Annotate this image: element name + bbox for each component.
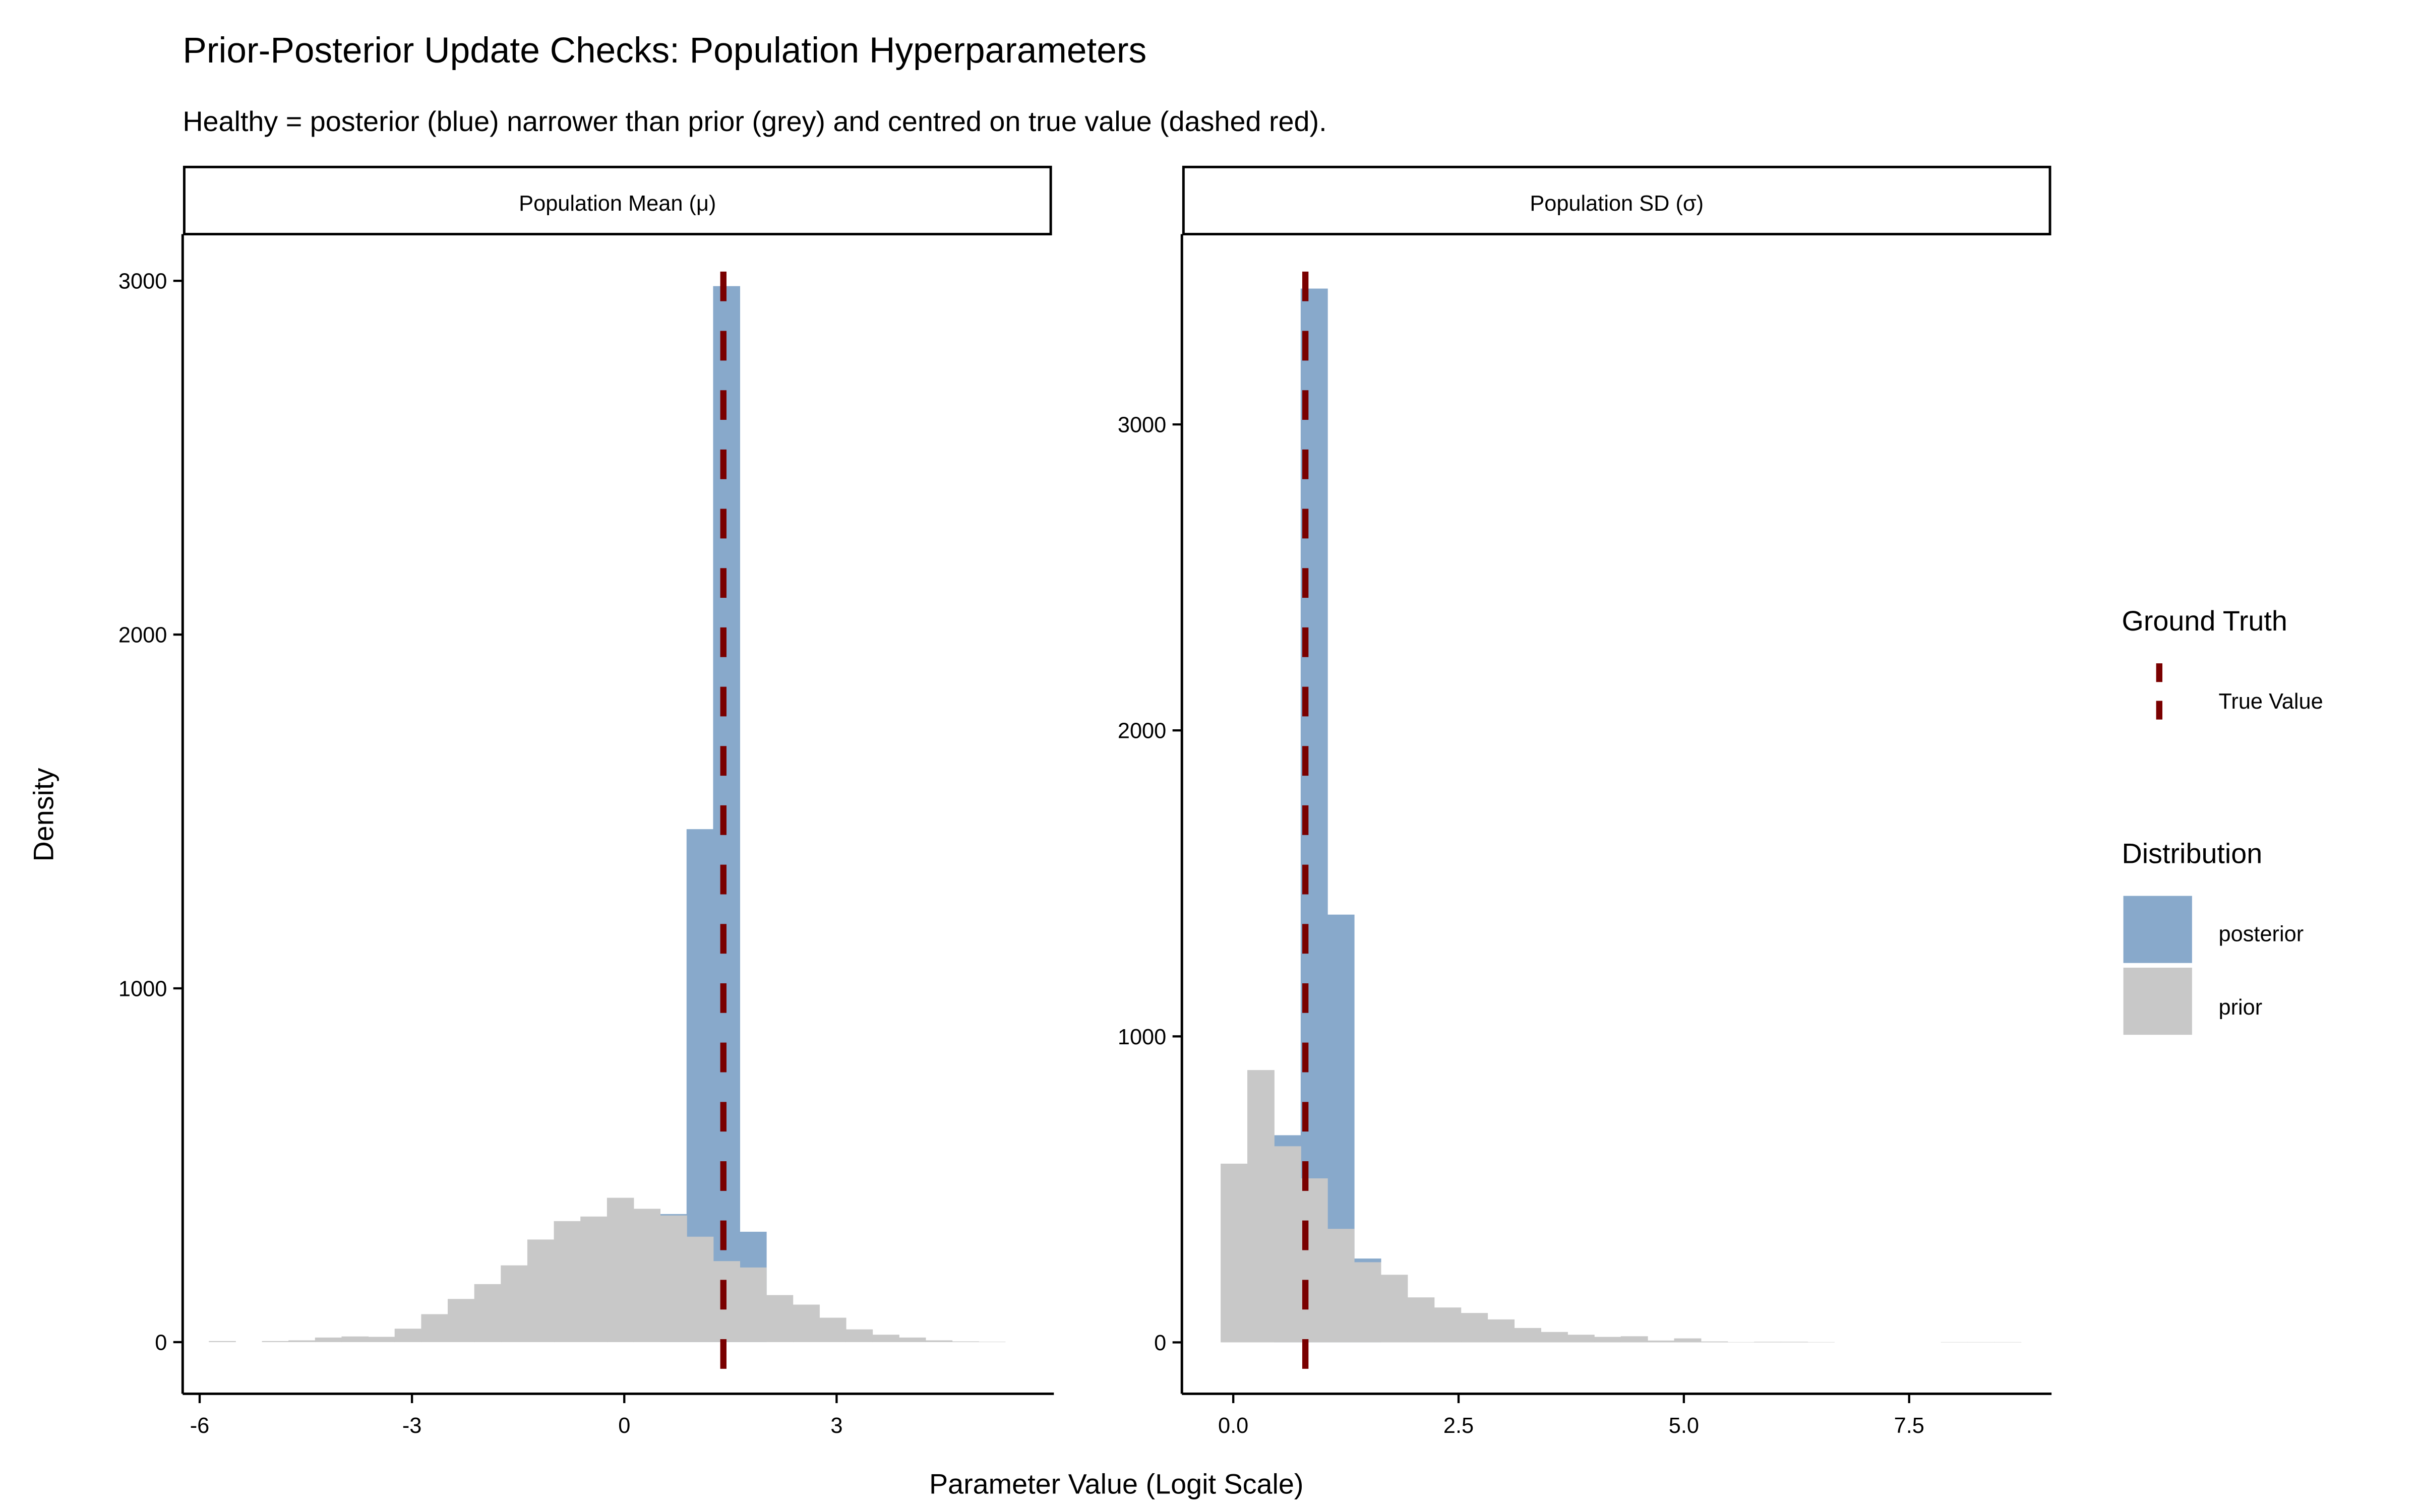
- x-tick-label: 5.0: [1669, 1414, 1699, 1438]
- strip-box: [183, 165, 1052, 235]
- legend: Ground Truth True Value Distribution pos…: [2122, 605, 2323, 1035]
- prior-bar: [1487, 1319, 1515, 1343]
- prior-bar: [1380, 1275, 1408, 1343]
- y-tick-label: 3000: [1118, 413, 1166, 437]
- strip-label: Population SD (σ): [1530, 192, 1704, 216]
- prior-bar: [1967, 1342, 1995, 1343]
- axis-ticks: 0.0 2.5 5.0 7.5 0 1000 2000 3000: [1118, 413, 1924, 1438]
- prior-bar: [288, 1340, 316, 1342]
- prior-bar: [421, 1314, 448, 1342]
- y-tick-label: 2000: [118, 623, 167, 648]
- prior-bar: [1994, 1342, 2022, 1343]
- prior-bar: [1807, 1342, 1835, 1343]
- prior-bar: [341, 1336, 369, 1342]
- histogram-bars: [209, 271, 1006, 1394]
- prior-bar: [580, 1216, 608, 1342]
- prior-bar: [686, 1236, 714, 1342]
- axis-ticks: -6 -3 0 3 0 1000 2000 3000: [118, 270, 843, 1438]
- x-tick-label: 3: [830, 1414, 842, 1438]
- prior-bar: [633, 1209, 661, 1342]
- y-tick-label: 1000: [118, 977, 167, 1001]
- prior-bar: [766, 1295, 794, 1342]
- prior-bar: [1647, 1340, 1675, 1343]
- y-tick-label: 2000: [1118, 719, 1166, 743]
- legend-label-posterior: posterior: [2219, 922, 2304, 946]
- prior-bar: [554, 1221, 581, 1342]
- x-tick-label: 2.5: [1443, 1414, 1474, 1438]
- prior-bar: [925, 1340, 953, 1342]
- prior-bar: [1274, 1146, 1301, 1343]
- y-tick-label: 0: [155, 1331, 167, 1355]
- posterior-bar: [713, 286, 740, 1342]
- prior-bar: [501, 1265, 528, 1342]
- prior-bar: [607, 1198, 634, 1342]
- x-axis-title: Parameter Value (Logit Scale): [929, 1469, 1303, 1500]
- y-axis-title: Density: [28, 768, 59, 861]
- prior-bar: [819, 1317, 846, 1342]
- prior-bar: [1434, 1307, 1462, 1343]
- prior-bar: [1701, 1341, 1728, 1343]
- prior-bar: [1514, 1328, 1541, 1343]
- legend-title-distribution: Distribution: [2122, 838, 2263, 869]
- prior-bar: [527, 1239, 555, 1342]
- prior-bar: [1567, 1335, 1595, 1343]
- prior-bar: [898, 1337, 926, 1342]
- prior-bar: [1541, 1332, 1568, 1343]
- x-tick-label: -6: [190, 1414, 210, 1438]
- prior-bar: [845, 1329, 873, 1342]
- y-tick-label: 1000: [1118, 1025, 1166, 1049]
- prior-bar: [713, 1261, 740, 1342]
- x-tick-label: -3: [402, 1414, 422, 1438]
- prior-bar: [1461, 1313, 1488, 1343]
- prior-bar: [315, 1337, 342, 1342]
- x-tick-label: 7.5: [1894, 1414, 1924, 1438]
- prior-bar: [1594, 1337, 1621, 1343]
- prior-bar: [209, 1341, 236, 1342]
- chart-subtitle: Healthy = posterior (blue) narrower than…: [183, 106, 1326, 137]
- chart-title: Prior-Posterior Update Checks: Populatio…: [183, 31, 1146, 71]
- prior-bar: [660, 1215, 687, 1342]
- prior-bar: [1620, 1336, 1648, 1343]
- prior-bar: [368, 1337, 395, 1342]
- prior-bar: [394, 1329, 422, 1342]
- prior-bar: [1727, 1342, 1755, 1343]
- prior-bar: [1674, 1338, 1702, 1343]
- prior-bar: [1247, 1070, 1275, 1343]
- strip-box: [1182, 165, 2051, 235]
- prior-bar: [793, 1304, 820, 1342]
- prior-bar: [1300, 1178, 1328, 1343]
- legend-label-prior: prior: [2219, 995, 2263, 1020]
- prior-bar: [1354, 1262, 1381, 1343]
- x-tick-label: 0: [618, 1414, 630, 1438]
- legend-key-posterior: [2123, 896, 2192, 963]
- prior-bar: [1407, 1297, 1435, 1343]
- prior-bar: [1941, 1342, 1968, 1343]
- legend-title-ground-truth: Ground Truth: [2122, 605, 2287, 637]
- prior-bar: [262, 1341, 289, 1342]
- prior-bar: [1221, 1163, 1248, 1343]
- y-tick-label: 3000: [118, 270, 167, 294]
- prior-bar: [1327, 1229, 1355, 1343]
- prior-bar: [448, 1299, 475, 1342]
- histogram-bars: [1221, 271, 2022, 1394]
- prior-bar: [740, 1267, 767, 1342]
- y-tick-label: 0: [1154, 1331, 1166, 1355]
- panel-population-sd: Population SD (σ) 0.0 2.5 5.0 7.5 0 1000 2000 3…: [1118, 165, 2052, 1438]
- prior-bar: [474, 1284, 502, 1342]
- prior-bar: [872, 1335, 899, 1342]
- strip-label: Population Mean (μ): [519, 192, 716, 216]
- panel-population-mean: Population Mean (μ) -6 -3 0 3 0 1000 2000 3000: [118, 165, 1054, 1438]
- legend-label-true-value: True Value: [2219, 689, 2323, 714]
- x-tick-label: 0.0: [1218, 1414, 1248, 1438]
- legend-key-prior: [2123, 968, 2192, 1035]
